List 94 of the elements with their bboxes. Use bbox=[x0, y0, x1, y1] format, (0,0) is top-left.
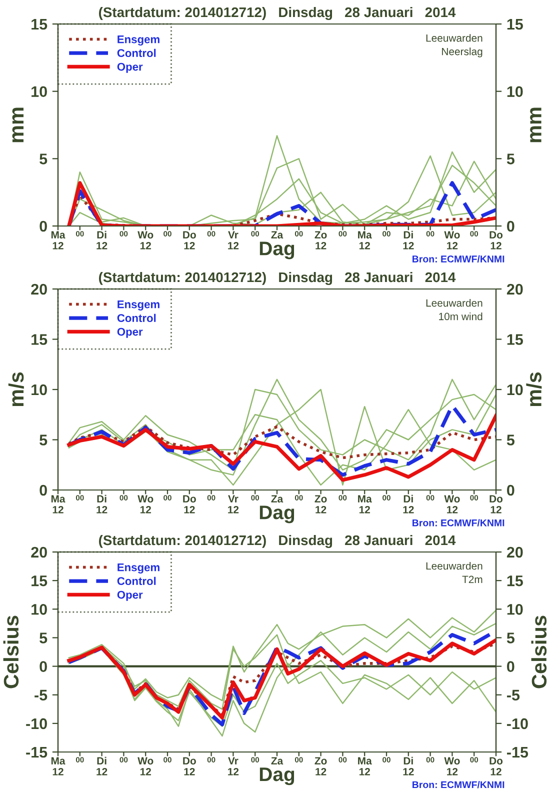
y-tick-label: 5 bbox=[40, 154, 48, 164]
x-axis-title: Dag bbox=[260, 242, 294, 260]
x-tick-label: Zo 12 bbox=[314, 495, 327, 514]
y2-tick-label: 0 bbox=[507, 661, 514, 672]
x-tick-label: Ma 12 bbox=[51, 757, 66, 776]
text: Bron: ECMWF/KNMI bbox=[412, 519, 504, 526]
x-tick-label: Ma 12 bbox=[358, 231, 372, 250]
y-tick-label: 5 bbox=[40, 434, 48, 446]
y-tick-label: -15 bbox=[26, 747, 48, 758]
y2-tick-label: 0 bbox=[507, 484, 514, 496]
chart-title: (Startdatum: 2014012712) Dinsdag 28 Januari 2014 bbox=[99, 534, 456, 548]
legend-label: Control bbox=[117, 314, 156, 322]
x-tick-label: Do 12 bbox=[490, 757, 503, 776]
x-tick-label: Do 12 bbox=[183, 231, 196, 250]
y-tick-label: 10 bbox=[32, 384, 47, 396]
text: Bron: ECMWF/KNMI bbox=[412, 781, 504, 788]
y2-tick-label: 15 bbox=[507, 576, 523, 586]
x-tick-label: Ma 12 bbox=[51, 231, 66, 250]
legend-label: Control bbox=[117, 48, 156, 58]
y-tick-label: 0 bbox=[40, 220, 47, 232]
x-tick-label: Zo 12 bbox=[314, 757, 327, 776]
annotation: Leeuwarden 10m wind bbox=[426, 299, 482, 320]
x-tick-label: Di 12 bbox=[96, 230, 108, 250]
y2-tick-label: 10 bbox=[507, 384, 523, 396]
y2-tick-label: 10 bbox=[507, 604, 523, 615]
x-tick-label: Wo 12 bbox=[444, 495, 460, 514]
y-tick-label: 20 bbox=[31, 546, 47, 558]
x-tick-label: Wo 12 bbox=[138, 495, 154, 514]
annotation: Leeuwarden Neerslag bbox=[426, 34, 482, 58]
x-tick-label: Wo 12 bbox=[444, 757, 460, 776]
y2-tick-label: 5 bbox=[506, 632, 514, 644]
x-tick-label: Wo 12 bbox=[138, 757, 154, 776]
y-tick-label: 0 bbox=[40, 484, 47, 496]
y-tick-label: 10 bbox=[32, 86, 47, 98]
legend-label: Oper bbox=[117, 62, 143, 73]
y-tick-label: -5 bbox=[34, 690, 48, 701]
y-axis-title: mm bbox=[12, 108, 24, 142]
y-axis-title: Celsius bbox=[3, 616, 19, 688]
y2-axis-title: m/s bbox=[526, 372, 542, 406]
x-tick-label: Di 12 bbox=[403, 230, 414, 250]
x-tick-label: Za bbox=[271, 757, 284, 765]
x-tick-label: Ma 12 bbox=[51, 495, 66, 514]
y2-tick-label: -10 bbox=[507, 718, 528, 730]
y2-tick-label: 20 bbox=[506, 284, 523, 295]
y2-tick-label: 5 bbox=[506, 434, 514, 446]
y-axis-title: m/s bbox=[8, 372, 24, 406]
x-tick-label: Do 12 bbox=[490, 495, 503, 514]
chart-title: (Startdatum: 2014012712) Dinsdag 28 Januari 2014 bbox=[99, 272, 456, 285]
y2-tick-label: -5 bbox=[507, 690, 520, 701]
y2-tick-label: 15 bbox=[507, 334, 523, 345]
y-tick-label: 10 bbox=[32, 604, 47, 615]
x-tick-label: Vr 12 bbox=[228, 757, 239, 776]
x-axis-title: Dag bbox=[260, 506, 294, 524]
y-tick-label: 0 bbox=[40, 661, 47, 672]
x-axis-title: Dag bbox=[260, 768, 294, 786]
y-tick-label: 15 bbox=[32, 334, 48, 345]
y-tick-label: 5 bbox=[40, 632, 48, 644]
x-tick-label: Vr 12 bbox=[228, 231, 239, 250]
x-tick-label: Di 12 bbox=[96, 494, 108, 514]
x-tick-label: Di 12 bbox=[96, 756, 108, 776]
y2-tick-label: 20 bbox=[506, 546, 523, 558]
y-tick-label: 20 bbox=[31, 284, 47, 295]
x-tick-label: Do 12 bbox=[490, 231, 503, 250]
y-tick-label: 15 bbox=[32, 19, 48, 30]
x-tick-label: Wo 12 bbox=[444, 231, 460, 250]
y2-tick-label: 0 bbox=[507, 220, 514, 232]
x-tick-label: Ma 12 bbox=[358, 495, 372, 514]
legend-label: Ensgem bbox=[118, 300, 160, 311]
legend-label: Oper bbox=[117, 328, 143, 338]
y-tick-label: -10 bbox=[26, 718, 47, 730]
x-tick-label: Zo 12 bbox=[314, 231, 327, 250]
text: Bron: ECMWF/KNMI bbox=[412, 255, 504, 263]
y-tick-label: 15 bbox=[32, 576, 48, 586]
y2-axis-title: mm bbox=[530, 108, 542, 142]
annotation: Leeuwarden T2m bbox=[426, 562, 482, 584]
x-tick-label: Do 12 bbox=[183, 495, 196, 514]
legend-label: Control bbox=[117, 576, 156, 586]
legend-label: Ensgem bbox=[118, 36, 160, 46]
x-tick-label: Za bbox=[271, 231, 284, 239]
y2-tick-label: 10 bbox=[507, 86, 523, 98]
x-tick-label: Di 12 bbox=[403, 756, 414, 776]
x-tick-label: Vr 12 bbox=[228, 495, 239, 514]
chart-title: (Startdatum: 2014012712) Dinsdag 28 Januari 2014 bbox=[99, 6, 456, 20]
x-tick-label: Do 12 bbox=[183, 757, 196, 776]
x-tick-label: Za bbox=[271, 495, 284, 503]
y2-tick-label: 5 bbox=[506, 154, 514, 164]
y2-axis-title: Celsius bbox=[531, 616, 547, 688]
x-tick-label: Di 12 bbox=[403, 494, 414, 514]
legend-label: Ensgem bbox=[118, 564, 160, 574]
legend-label: Oper bbox=[117, 590, 143, 601]
y2-tick-label: -15 bbox=[507, 747, 528, 758]
x-tick-label: Wo 12 bbox=[138, 231, 154, 250]
y2-tick-label: 15 bbox=[507, 19, 523, 30]
x-tick-label: Ma 12 bbox=[358, 757, 372, 776]
